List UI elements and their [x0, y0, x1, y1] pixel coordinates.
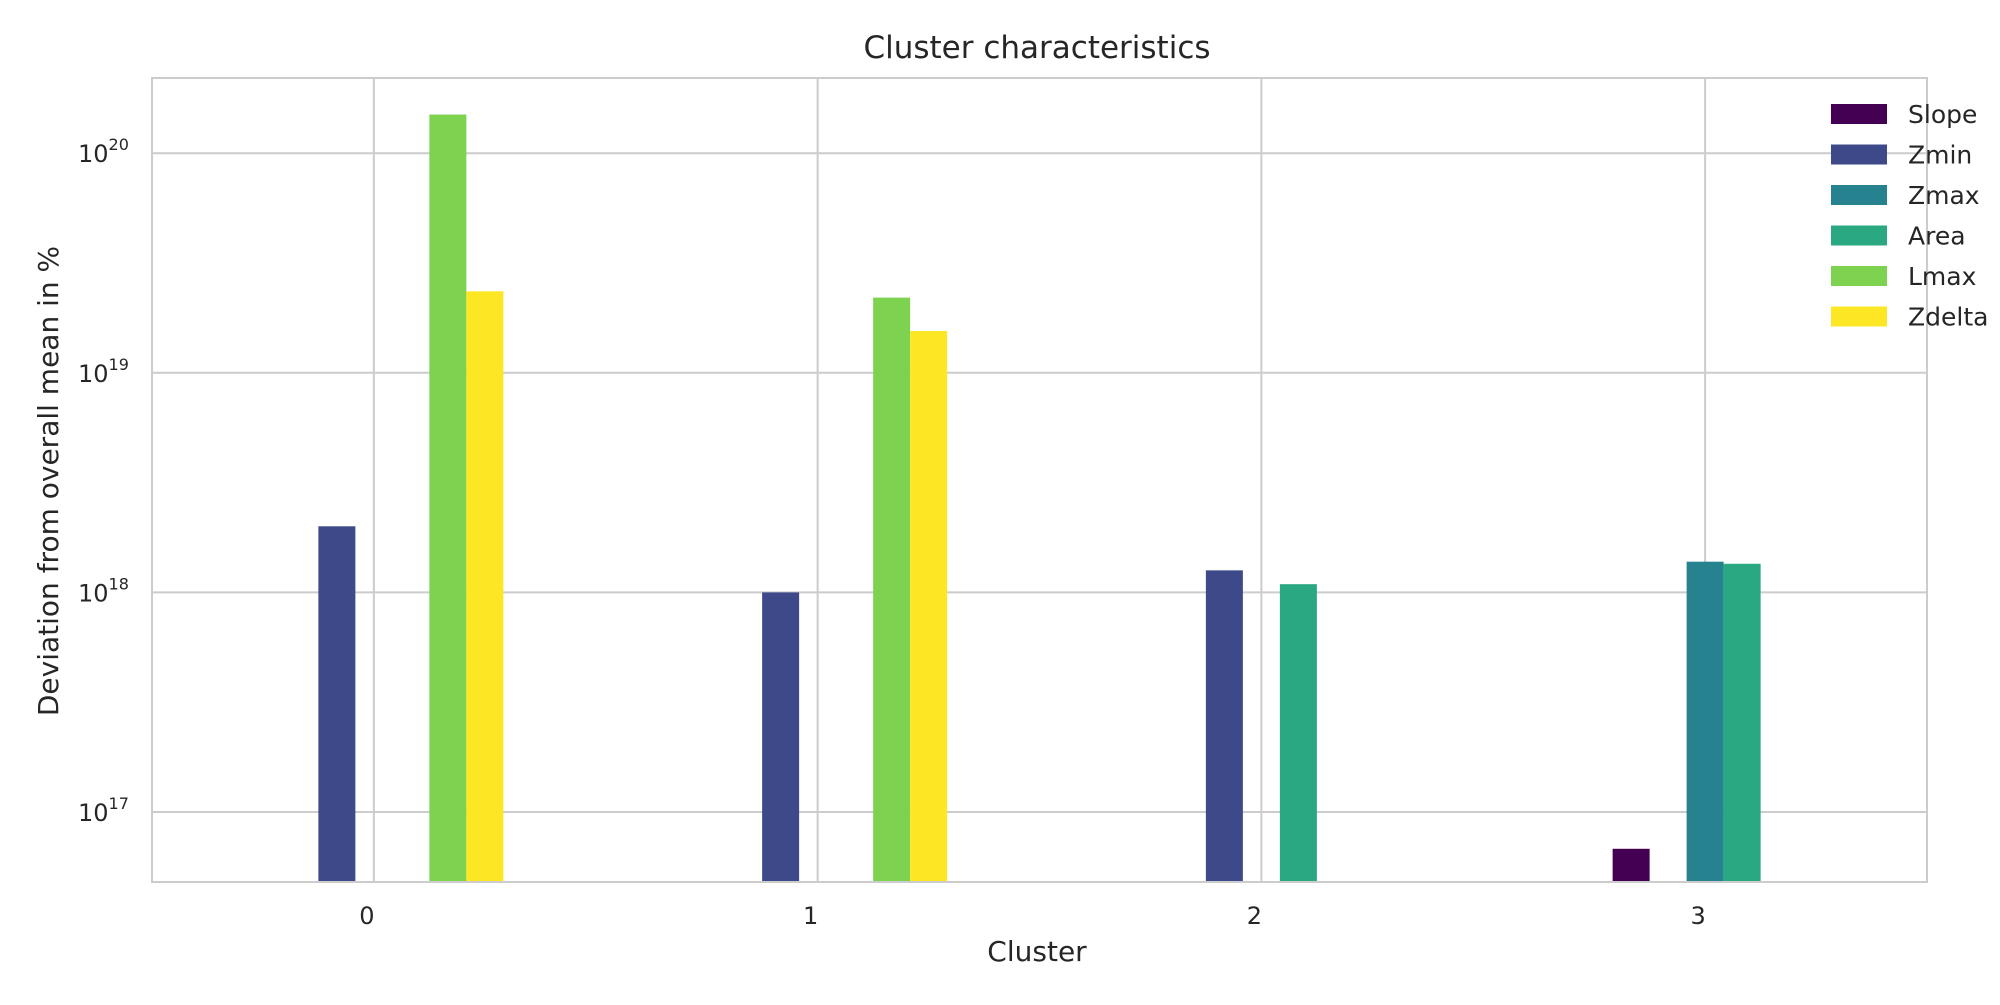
bar-zmin-cluster-2	[1205, 570, 1243, 882]
bar-lmax-cluster-1	[873, 297, 911, 882]
legend-swatch-zdelta	[1831, 306, 1887, 327]
bar-area-cluster-3	[1723, 563, 1761, 882]
bar-area-cluster-2	[1279, 584, 1317, 882]
x-tick-label: 3	[1690, 902, 1705, 930]
legend-label-lmax: Lmax	[1908, 262, 1976, 291]
legend-swatch-slope	[1831, 104, 1887, 124]
legend-label-zdelta: Zdelta	[1908, 303, 1988, 332]
y-tick-label: 1020	[78, 135, 129, 168]
legend-swatch-area	[1831, 225, 1887, 246]
x-axis-ticks: 0 1 2 3	[359, 902, 1706, 930]
plot-frame	[151, 77, 1928, 883]
legend-label-zmax: Zmax	[1908, 181, 1980, 210]
y-tick-label: 1017	[78, 794, 129, 827]
legend-label-area: Area	[1908, 222, 1966, 251]
x-tick-label: 0	[359, 902, 374, 930]
x-axis-label: Cluster	[987, 935, 1087, 968]
y-tick-label: 1018	[78, 574, 129, 607]
bar-zmax-cluster-3	[1686, 561, 1724, 882]
bars	[318, 114, 1761, 882]
legend: Slope Zmin Zmax Area Lmax Zdelta	[1831, 100, 1988, 332]
chart-title: Cluster characteristics	[863, 30, 1210, 66]
bar-zdelta-cluster-1	[910, 331, 948, 882]
legend-swatch-lmax	[1831, 266, 1887, 286]
y-axis-ticks: 1017 1018 1019 1020	[78, 135, 129, 827]
y-axis-label: Deviation from overall mean in %	[32, 246, 65, 716]
legend-swatch-zmax	[1831, 185, 1887, 205]
bar-lmax-cluster-0	[429, 114, 467, 882]
legend-label-zmin: Zmin	[1908, 141, 1972, 170]
x-tick-label: 1	[803, 902, 818, 930]
legend-label-slope: Slope	[1908, 100, 1977, 129]
bar-zmin-cluster-1	[762, 592, 800, 882]
x-tick-label: 2	[1247, 902, 1262, 930]
bar-zdelta-cluster-0	[466, 291, 504, 882]
grid	[152, 78, 1927, 882]
bar-zmin-cluster-0	[318, 526, 356, 882]
legend-swatch-zmin	[1831, 144, 1887, 165]
y-tick-label: 1019	[78, 355, 129, 388]
bar-slope-cluster-3	[1612, 848, 1650, 882]
